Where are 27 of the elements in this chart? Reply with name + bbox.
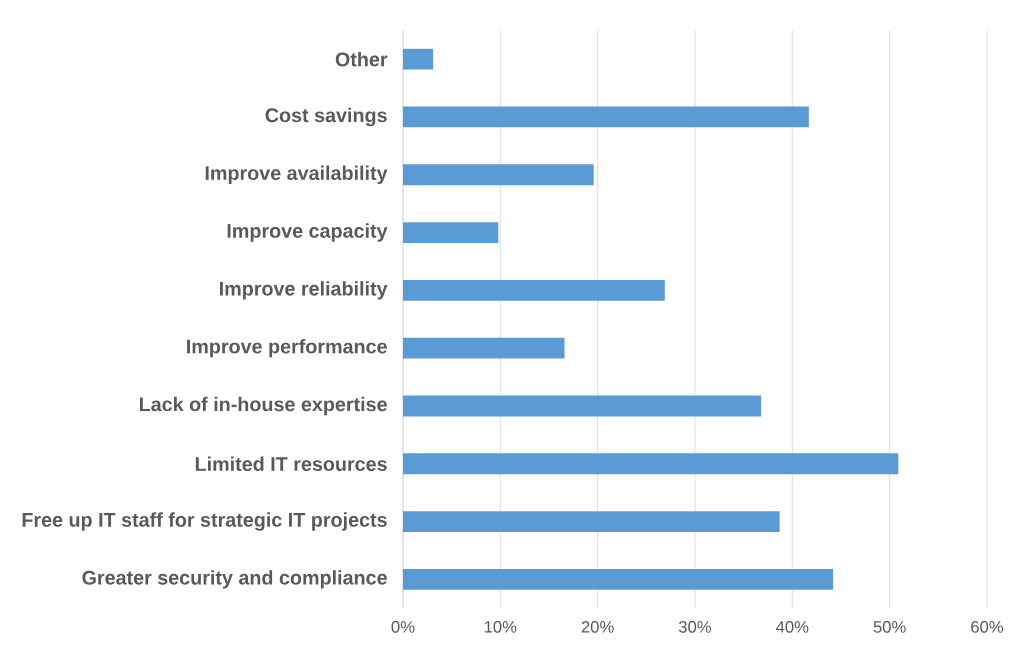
bar <box>402 453 899 475</box>
y-tick-label: Free up IT staff for strategic IT projects <box>22 512 387 531</box>
bar <box>402 337 565 359</box>
bar <box>402 222 499 243</box>
x-tick-label: 60% <box>971 621 1004 633</box>
y-tick-label: Improve performance <box>187 338 387 358</box>
bar <box>402 48 434 70</box>
x-tick-label: 50% <box>873 621 906 633</box>
bar <box>402 568 834 590</box>
bar <box>402 164 594 186</box>
bar <box>402 106 809 128</box>
y-tick-label: Improve capacity <box>227 223 388 242</box>
x-tick-label: 0% <box>391 621 415 633</box>
y-tick-label: Other <box>335 51 388 67</box>
x-tick-label: 30% <box>678 621 712 633</box>
y-tick-label: Improve availability <box>205 165 388 184</box>
bar <box>402 395 762 417</box>
y-tick-label: Greater security and compliance <box>82 570 387 589</box>
y-tick-label: Cost savings <box>265 107 387 127</box>
x-tick-label: 20% <box>581 621 614 633</box>
y-tick-label: Lack of in-house expertise <box>139 396 387 416</box>
bar <box>402 279 665 301</box>
y-tick-label: Limited IT resources <box>195 456 387 472</box>
x-tick-label: 40% <box>775 621 809 633</box>
y-tick-label: Improve reliability <box>220 281 388 300</box>
bar <box>402 511 780 532</box>
x-tick-label: 10% <box>484 621 517 633</box>
